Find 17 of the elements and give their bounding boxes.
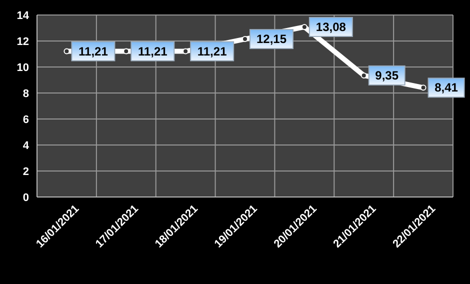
data-label: 12,15 [256,32,287,46]
data-label: 13,08 [316,20,346,34]
y-tick-label: 4 [22,140,30,152]
y-tick-label: 6 [22,114,29,126]
y-tick-label: 8 [22,88,29,100]
point [242,36,248,42]
point [360,72,367,78]
data-label: 11,21 [78,44,108,58]
data-label: 8,41 [434,80,458,95]
y-tick-label: 12 [16,36,29,48]
y-tick-label: 14 [16,10,30,22]
data-label: 11,21 [138,44,168,58]
y-tick-label: 10 [16,62,29,74]
data-label: 9,35 [375,68,399,82]
y-tick-label: 0 [22,192,29,204]
data-label: 11,21 [197,44,228,58]
y-tick-label: 2 [22,166,29,178]
